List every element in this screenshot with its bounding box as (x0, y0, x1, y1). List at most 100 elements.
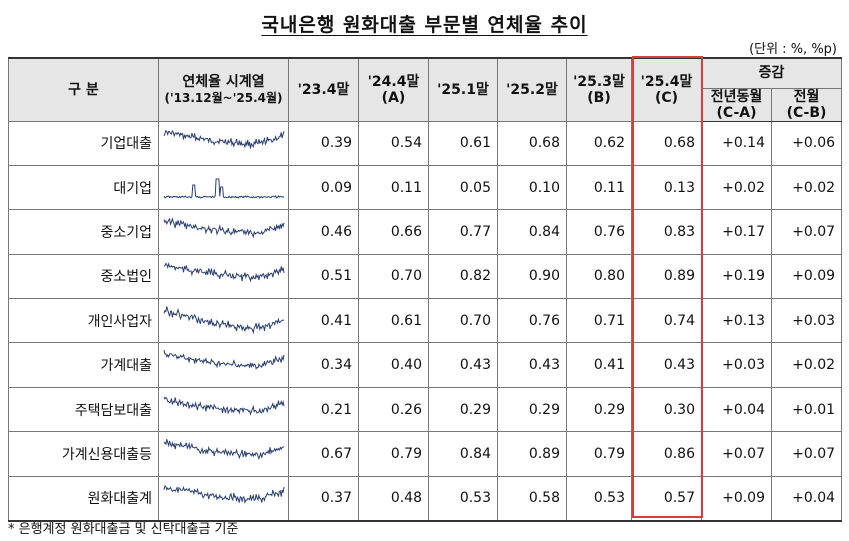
value-cell: 0.37 (288, 475, 359, 522)
row-label: 대기업 (8, 164, 159, 211)
change-cell: +0.01 (770, 386, 843, 433)
sparkline-chart (163, 350, 285, 370)
header-period: '25.4말 (C) (631, 57, 702, 122)
sparkline-chart (163, 306, 285, 335)
sparkline-chart (163, 438, 285, 461)
value-cell: 0.83 (631, 209, 702, 255)
page-title: 국내은행 원화대출 부문별 연체율 추이 (261, 14, 588, 36)
header-series-range: ('13.12월~'25.4월) (164, 90, 283, 105)
sparkline-chart (163, 396, 285, 416)
value-cell: 0.79 (566, 431, 632, 477)
value-cell: 0.84 (428, 431, 498, 477)
sparkline-line (163, 438, 285, 461)
table-row: 중소법인 0.51 0.70 0.82 0.90 0.80 0.89 +0.19 +0.09 (8, 253, 843, 300)
value-cell: 0.29 (428, 386, 498, 433)
value-cell: 0.05 (428, 164, 498, 211)
sparkline-chart (163, 217, 285, 239)
value-cell: 0.26 (358, 386, 429, 433)
sparkline-chart (163, 485, 285, 504)
value-cell: 0.84 (497, 209, 567, 255)
value-cell: 0.80 (566, 253, 632, 300)
row-label: 가계신용대출등 (8, 431, 159, 477)
value-cell: 0.74 (631, 298, 702, 344)
row-label: 원화대출계 (8, 475, 159, 522)
value-cell: 0.40 (358, 342, 429, 388)
value-cell: 0.54 (358, 120, 429, 166)
row-label: 기업대출 (8, 120, 159, 166)
value-cell: 0.13 (631, 164, 702, 211)
value-cell: 0.43 (497, 342, 567, 388)
value-cell: 0.90 (497, 253, 567, 300)
change-cell: +0.02 (770, 164, 843, 211)
change-cell: +0.13 (701, 298, 772, 344)
table-row: 가계신용대출등 0.67 0.79 0.84 0.89 0.79 0.86 +0.07 +0.0… (8, 431, 843, 477)
row-label: 주택담보대출 (8, 386, 159, 433)
footnote: * 은행계정 원화대출금 및 신탁대출금 기준 (8, 522, 239, 537)
change-cell: +0.02 (701, 164, 772, 211)
header-series-title: 연체율 시계열 (182, 73, 265, 90)
sparkline-line (163, 396, 285, 416)
table-row: 개인사업자 0.41 0.61 0.70 0.76 0.71 0.74 +0.13 +0.03 (8, 298, 843, 344)
value-cell: 0.43 (631, 342, 702, 388)
change-cell: +0.07 (770, 431, 843, 477)
value-cell: 0.51 (288, 253, 359, 300)
value-cell: 0.29 (497, 386, 567, 433)
value-cell: 0.76 (497, 298, 567, 344)
sparkline-line (163, 178, 285, 199)
value-cell: 0.70 (358, 253, 429, 300)
value-cell: 0.89 (497, 431, 567, 477)
sparkline-cell (158, 298, 289, 344)
value-cell: 0.77 (428, 209, 498, 255)
value-cell: 0.09 (288, 164, 359, 211)
change-cell: +0.04 (701, 386, 772, 433)
value-cell: 0.57 (631, 475, 702, 522)
value-cell: 0.89 (631, 253, 702, 300)
value-cell: 0.48 (358, 475, 429, 522)
header-change-group: 증감 (700, 57, 843, 89)
change-cell: +0.07 (770, 209, 843, 255)
header-category: 구 분 (8, 57, 159, 122)
value-cell: 0.53 (428, 475, 498, 522)
sparkline-cell (158, 253, 289, 300)
sparkline-chart (163, 262, 285, 283)
value-cell: 0.86 (631, 431, 702, 477)
unit-note: (단위 : %, %p) (749, 42, 837, 57)
change-cell: +0.07 (701, 431, 772, 477)
value-cell: 0.41 (288, 298, 359, 344)
change-cell: +0.02 (770, 342, 843, 388)
sparkline-cell (158, 475, 289, 522)
delinquency-table: 구 분 연체율 시계열 ('13.12월~'25.4월) '23.4말 '24.… (8, 57, 843, 522)
value-cell: 0.11 (358, 164, 429, 211)
change-cell: +0.17 (701, 209, 772, 255)
table-row: 대기업 0.09 0.11 0.05 0.10 0.11 0.13 +0.02 +0.02 (8, 164, 843, 211)
sparkline-cell (158, 386, 289, 433)
sparkline-line (163, 217, 285, 239)
sparkline-cell (158, 431, 289, 477)
sparkline-line (163, 262, 285, 283)
row-label: 중소기업 (8, 209, 159, 255)
table-row: 원화대출계 0.37 0.48 0.53 0.58 0.53 0.57 +0.09 +0.04 (8, 475, 843, 522)
value-cell: 0.53 (566, 475, 632, 522)
header-change-yoy: 전년동월 (C-A) (701, 87, 772, 122)
value-cell: 0.29 (566, 386, 632, 433)
value-cell: 0.79 (358, 431, 429, 477)
header-period: '25.3말 (B) (566, 57, 632, 122)
header-period: '25.1말 (428, 57, 498, 122)
value-cell: 0.46 (288, 209, 359, 255)
change-cell: +0.04 (770, 475, 843, 522)
value-cell: 0.10 (497, 164, 567, 211)
value-cell: 0.68 (497, 120, 567, 166)
change-cell: +0.06 (770, 120, 843, 166)
sparkline-chart (163, 178, 285, 199)
sparkline-line (163, 350, 285, 370)
value-cell: 0.39 (288, 120, 359, 166)
sparkline-chart (163, 129, 285, 149)
change-cell: +0.09 (701, 475, 772, 522)
value-cell: 0.41 (566, 342, 632, 388)
value-cell: 0.76 (566, 209, 632, 255)
value-cell: 0.58 (497, 475, 567, 522)
value-cell: 0.30 (631, 386, 702, 433)
row-label: 개인사업자 (8, 298, 159, 344)
sparkline-cell (158, 342, 289, 388)
change-cell: +0.09 (770, 253, 843, 300)
